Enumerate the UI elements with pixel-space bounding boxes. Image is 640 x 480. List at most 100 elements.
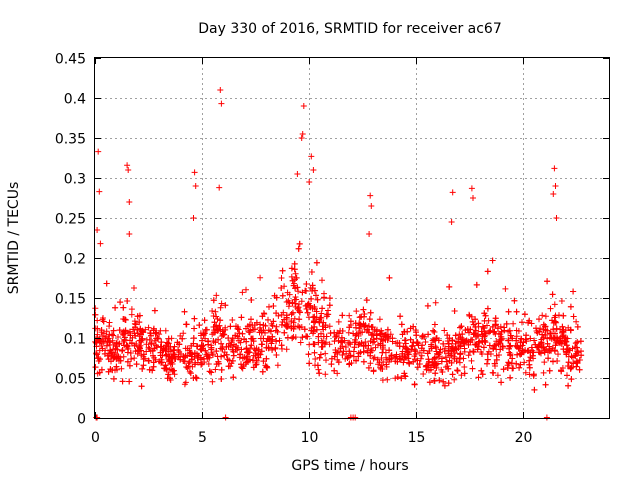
data-point bbox=[374, 356, 381, 363]
data-point bbox=[384, 326, 391, 333]
data-point bbox=[99, 345, 106, 352]
data-point bbox=[209, 378, 216, 385]
data-points bbox=[92, 87, 585, 421]
data-point bbox=[404, 349, 411, 356]
data-point bbox=[553, 215, 560, 221]
data-point bbox=[345, 339, 352, 346]
data-point bbox=[366, 316, 373, 323]
data-point bbox=[300, 103, 307, 109]
data-point bbox=[147, 330, 154, 336]
data-point bbox=[233, 323, 239, 330]
data-point bbox=[454, 368, 461, 374]
data-point bbox=[402, 373, 409, 380]
data-point bbox=[445, 380, 452, 387]
data-point bbox=[466, 312, 473, 319]
data-point bbox=[117, 299, 124, 306]
data-point bbox=[544, 278, 551, 285]
data-point bbox=[355, 341, 362, 348]
data-point bbox=[162, 327, 169, 334]
data-point bbox=[278, 311, 285, 318]
data-point bbox=[574, 323, 581, 330]
data-point bbox=[558, 298, 565, 304]
data-point bbox=[498, 379, 505, 386]
data-point bbox=[193, 375, 200, 382]
data-point bbox=[411, 346, 418, 353]
data-point bbox=[265, 345, 272, 352]
data-point bbox=[551, 301, 558, 308]
data-point bbox=[335, 330, 342, 337]
data-point bbox=[403, 345, 410, 352]
data-point bbox=[494, 325, 501, 332]
data-point bbox=[276, 337, 283, 344]
data-point bbox=[101, 338, 108, 345]
data-point bbox=[187, 370, 194, 377]
data-point bbox=[576, 366, 583, 373]
data-point bbox=[353, 357, 359, 364]
data-point bbox=[433, 335, 439, 342]
data-point bbox=[108, 349, 115, 356]
data-point bbox=[125, 345, 132, 352]
data-point bbox=[127, 350, 134, 356]
data-point bbox=[379, 342, 386, 349]
data-point bbox=[218, 366, 225, 373]
data-point bbox=[162, 362, 169, 369]
data-point bbox=[201, 317, 208, 324]
data-point bbox=[320, 326, 327, 333]
data-point bbox=[345, 353, 352, 360]
data-point bbox=[273, 310, 280, 317]
data-point bbox=[533, 328, 540, 334]
data-point bbox=[294, 305, 301, 312]
data-point bbox=[568, 353, 575, 360]
data-point bbox=[565, 382, 572, 389]
data-point bbox=[253, 347, 259, 354]
data-point bbox=[506, 360, 512, 367]
data-point bbox=[414, 357, 421, 364]
data-point bbox=[570, 313, 577, 320]
data-point bbox=[419, 334, 425, 340]
data-point bbox=[513, 308, 520, 315]
data-point bbox=[92, 311, 99, 318]
data-point bbox=[316, 370, 323, 377]
data-point bbox=[525, 319, 532, 326]
data-point bbox=[366, 231, 373, 237]
data-point bbox=[106, 339, 113, 346]
data-point bbox=[116, 357, 122, 364]
data-point bbox=[361, 311, 368, 317]
data-point bbox=[299, 131, 306, 137]
data-point bbox=[288, 318, 295, 325]
data-point bbox=[363, 297, 370, 304]
data-point bbox=[420, 371, 427, 377]
data-point bbox=[230, 374, 237, 381]
data-point bbox=[558, 368, 565, 375]
data-point bbox=[311, 349, 318, 356]
data-point bbox=[510, 320, 517, 327]
data-point bbox=[393, 351, 400, 358]
data-point bbox=[560, 332, 567, 338]
data-point bbox=[308, 269, 315, 275]
data-point bbox=[546, 367, 553, 374]
data-point bbox=[278, 285, 285, 291]
data-point bbox=[574, 339, 581, 345]
data-point bbox=[469, 365, 476, 372]
data-point bbox=[526, 357, 533, 364]
data-point bbox=[212, 308, 219, 315]
data-point bbox=[266, 303, 272, 310]
data-point bbox=[523, 332, 530, 339]
data-point bbox=[432, 344, 439, 351]
data-point bbox=[238, 314, 245, 321]
data-point bbox=[344, 355, 351, 361]
data-point bbox=[171, 371, 178, 378]
data-point bbox=[480, 344, 487, 351]
data-point bbox=[379, 349, 386, 356]
data-point bbox=[496, 352, 502, 358]
data-point bbox=[498, 335, 505, 342]
data-point bbox=[133, 361, 140, 368]
data-point bbox=[283, 312, 290, 319]
data-point bbox=[310, 314, 317, 321]
data-point bbox=[113, 363, 120, 370]
data-point bbox=[493, 356, 500, 363]
data-point bbox=[480, 325, 487, 332]
data-point bbox=[270, 318, 277, 325]
data-point bbox=[418, 352, 425, 359]
